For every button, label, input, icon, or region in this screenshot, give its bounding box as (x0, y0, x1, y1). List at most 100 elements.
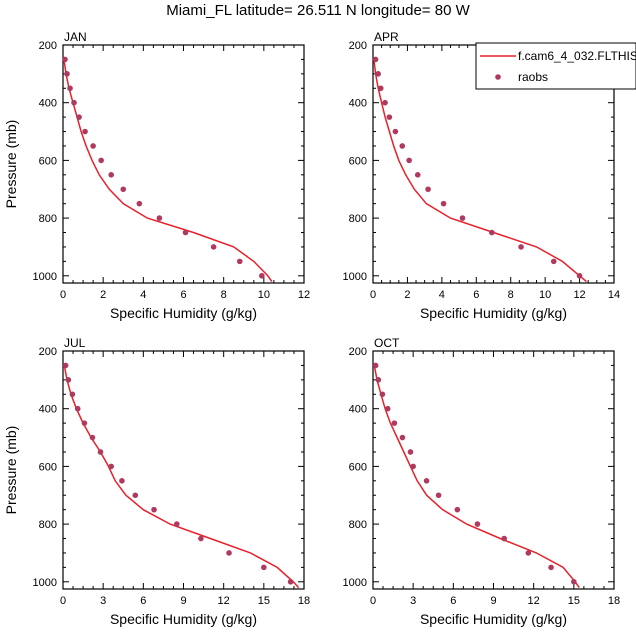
x-tick-label: 8 (508, 289, 514, 301)
x-tick-label: 18 (608, 595, 620, 607)
x-tick-label: 18 (298, 595, 310, 607)
panel-label: JAN (64, 30, 87, 44)
y-axis-label: Pressure (mb) (3, 120, 19, 209)
x-tick-label: 3 (100, 595, 106, 607)
y-tick-label: 800 (39, 213, 57, 225)
y-tick-label: 600 (39, 461, 57, 473)
y-tick-label: 800 (349, 519, 367, 531)
legend-marker-swatch (495, 74, 501, 80)
x-tick-label: 0 (60, 289, 66, 301)
y-tick-label: 200 (349, 346, 367, 358)
raobs-point (120, 186, 127, 193)
x-tick-label: 14 (608, 289, 620, 301)
raobs-point (488, 229, 495, 236)
raobs-point (410, 463, 416, 470)
raobs-point (64, 71, 70, 77)
raobs-point (76, 114, 82, 120)
x-tick-label: 15 (568, 595, 580, 607)
x-tick-label: 3 (410, 595, 416, 607)
y-axis-label: Pressure (mb) (3, 426, 19, 515)
raobs-point (89, 434, 96, 441)
raobs-point (454, 506, 461, 513)
x-tick-label: 12 (298, 289, 310, 301)
panel-oct: 0 3 6 9 12 15 18 200 400 600 800 1000 OCT Specific Hu… (343, 336, 621, 627)
raobs-point (226, 550, 232, 556)
y-tick-label: 1000 (343, 577, 367, 589)
raobs-point (259, 272, 265, 279)
x-tick-label: 12 (573, 289, 585, 301)
x-axis-label: Specific Humidity (g/kg) (110, 611, 257, 627)
x-tick-label: 6 (140, 595, 146, 607)
y-tick-label: 1000 (33, 271, 57, 283)
x-tick-label: 12 (528, 595, 540, 607)
raobs-point (98, 157, 104, 164)
raobs-point (198, 535, 204, 542)
x-tick-label: 15 (258, 595, 270, 607)
raobs-point (74, 405, 81, 412)
raobs-point (571, 578, 577, 585)
x-tick-label: 6 (450, 595, 456, 607)
model-series-line (373, 59, 587, 283)
y-tick-label: 1000 (33, 577, 57, 589)
x-axis-label: Specific Humidity (g/kg) (420, 305, 567, 321)
y-tick-label: 600 (349, 155, 367, 167)
raobs-point (67, 85, 73, 92)
raobs-point (391, 420, 398, 426)
raobs-point (90, 143, 96, 149)
raobs-point (62, 56, 68, 63)
y-tick-label: 1000 (343, 271, 367, 283)
x-tick-label: 2 (100, 289, 106, 301)
raobs-point (372, 362, 379, 369)
raobs-point (119, 478, 125, 484)
raobs-point (414, 172, 421, 178)
raobs-point (62, 362, 69, 369)
y-tick-label: 400 (39, 404, 57, 416)
x-tick-label: 0 (370, 289, 376, 301)
raobs-point (82, 128, 88, 135)
model-series-line (63, 59, 273, 283)
raobs-point (407, 449, 414, 455)
page-title: Miami_FL latitude= 26.511 N longitude= 8… (166, 2, 470, 19)
panel-label: OCT (374, 336, 400, 350)
legend-box (475, 42, 636, 90)
legend-label-model: f.cam6_4_032.FLTHIS (518, 49, 636, 63)
raobs-point (375, 71, 381, 77)
y-tick-label: 600 (39, 155, 57, 167)
raobs-point (375, 377, 382, 383)
raobs-point (97, 449, 104, 455)
x-tick-label: 9 (180, 595, 186, 607)
model-series-line (63, 365, 300, 589)
raobs-point (174, 521, 180, 527)
plot-frame (62, 44, 305, 284)
raobs-point (132, 492, 139, 499)
raobs-point (576, 272, 583, 279)
y-tick-label: 400 (39, 98, 57, 110)
x-tick-label: 10 (539, 289, 551, 301)
model-series-line (373, 365, 580, 589)
x-tick-label: 4 (439, 289, 445, 301)
x-tick-label: 0 (370, 595, 376, 607)
raobs-point (423, 478, 430, 484)
raobs-point (384, 405, 391, 412)
y-tick-label: 800 (39, 519, 57, 531)
x-tick-label: 8 (221, 289, 227, 301)
plot-frame (62, 350, 305, 590)
x-tick-label: 0 (60, 595, 66, 607)
y-tick-label: 400 (349, 98, 367, 110)
y-tick-label: 200 (349, 40, 367, 52)
x-tick-label: 4 (140, 289, 146, 301)
y-tick-label: 400 (349, 404, 367, 416)
raobs-point (156, 215, 163, 221)
raobs-point (236, 258, 243, 265)
raobs-point (287, 578, 294, 585)
raobs-point (69, 391, 76, 398)
raobs-point (440, 200, 447, 207)
raobs-point (81, 420, 88, 426)
raobs-point (136, 200, 143, 207)
raobs-point (399, 434, 406, 441)
x-axis-label: Specific Humidity (g/kg) (420, 611, 567, 627)
panel-apr: 0 2 4 6 8 10 12 14 200 400 600 800 1000 APR Specific H… (343, 30, 636, 321)
raobs-point (525, 550, 532, 556)
raobs-point (474, 521, 481, 527)
x-tick-label: 6 (180, 289, 186, 301)
